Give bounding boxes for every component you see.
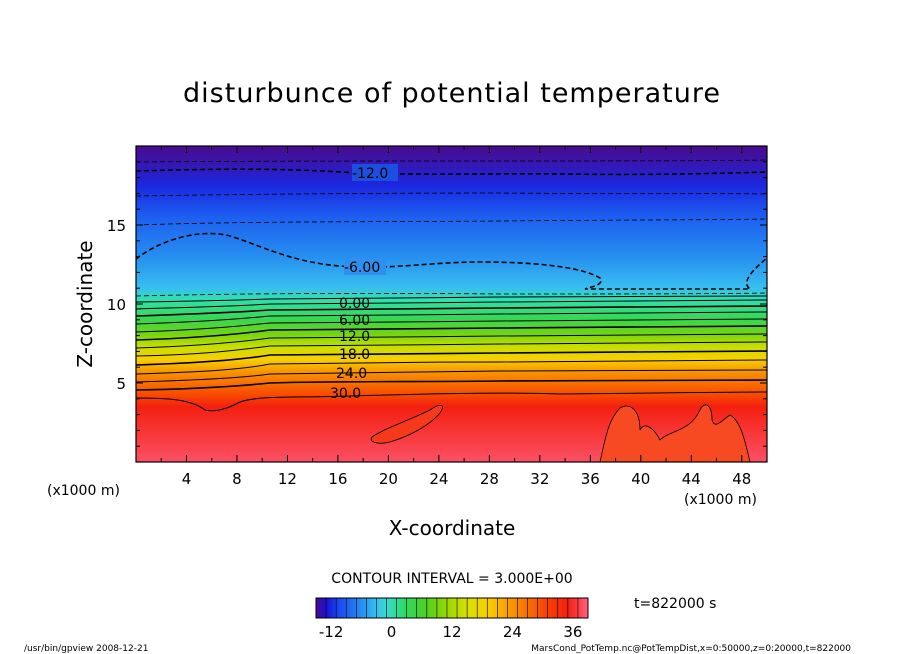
time-label: t=822000 s — [634, 596, 716, 612]
contour-label: -12.0 — [352, 166, 388, 182]
footer-right: MarsCond_PotTemp.nc@PotTempDist,x=0:5000… — [531, 644, 851, 654]
contour-label: 24.0 — [336, 366, 367, 382]
contour-label-group: -12.0 -6.00 0.00 6.00 12.0 18.0 24.0 30.… — [330, 164, 398, 402]
y-tick-label: 5 — [116, 375, 126, 393]
x-tick-label: 4 — [182, 470, 192, 488]
negative-contours — [136, 159, 767, 297]
x-tick-label: 12 — [278, 470, 297, 488]
colorbar-tick-label: 0 — [387, 623, 397, 641]
plot-area: -12.0 -6.00 0.00 6.00 12.0 18.0 24.0 30.… — [136, 146, 767, 462]
x-tick-label: 16 — [328, 470, 347, 488]
temperature-field — [136, 146, 767, 462]
x-tick-label: 24 — [429, 470, 448, 488]
chart-title: disturbunce of potential temperature — [183, 78, 721, 109]
x-tick-label: 36 — [581, 470, 600, 488]
contour-label: 30.0 — [330, 386, 361, 402]
footer-left: /usr/bin/gpview 2008-12-21 — [24, 644, 148, 654]
x-tick-label: 8 — [232, 470, 242, 488]
colorbar-tick-label: -12 — [319, 623, 344, 641]
x-tick-label: 44 — [682, 470, 701, 488]
x-axis-ticks: 4 8 12 16 20 24 28 32 36 40 44 48 — [135, 146, 768, 488]
x-tick-label: 32 — [530, 470, 549, 488]
contour-label: 0.00 — [339, 296, 370, 312]
x-tick-label: 40 — [631, 470, 650, 488]
contour-label: 18.0 — [339, 347, 370, 363]
x-tick-label: 28 — [480, 470, 499, 488]
colorbar-ticks: -12 0 12 24 36 — [315, 598, 589, 641]
contour-label-bg — [352, 164, 398, 181]
x-unit-label-right: (x1000 m) — [684, 492, 757, 508]
x-axis-label: X-coordinate — [389, 516, 516, 540]
warm-anomaly — [370, 405, 443, 444]
x-tick-label: 48 — [732, 470, 751, 488]
colorbar-tick-label: 36 — [563, 623, 582, 641]
colorbar-tick-label: 12 — [442, 623, 461, 641]
x-unit-label-left: (x1000 m) — [47, 483, 120, 499]
contour-label: -6.00 — [344, 260, 380, 276]
warm-anomaly — [599, 404, 751, 462]
positive-contours — [136, 295, 767, 412]
colorbar — [315, 597, 589, 619]
y-axis-ticks: 5 10 15 — [107, 145, 767, 463]
contour-label-bg — [344, 258, 386, 275]
y-axis-label: Z-coordinate — [73, 240, 97, 367]
y-tick-label: 15 — [107, 217, 126, 235]
colorbar-tick-label: 24 — [503, 623, 522, 641]
contour-label: 12.0 — [339, 329, 370, 345]
x-tick-label: 20 — [379, 470, 398, 488]
contour-interval-label: CONTOUR INTERVAL = 3.000E+00 — [331, 571, 572, 587]
contour-label: 6.00 — [339, 313, 370, 329]
y-tick-label: 10 — [107, 296, 126, 314]
